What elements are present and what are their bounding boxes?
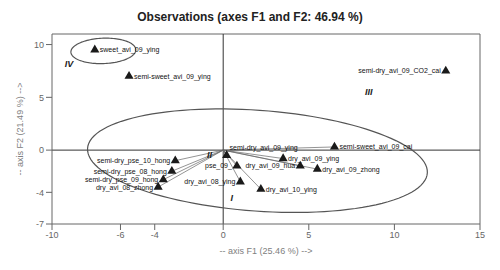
svg-text:semi-sweet_avi_09_ying: semi-sweet_avi_09_ying bbox=[134, 73, 211, 81]
html-text:Observations (axes F1 and F2:: Observations (axes F1 and F2: 46.94 %) bbox=[137, 10, 363, 24]
svg-text:semi-dry_pse_08_hong: semi-dry_pse_08_hong bbox=[94, 168, 167, 176]
svg-text:dry_avi_10_ying: dry_avi_10_ying bbox=[266, 186, 317, 194]
svg-text:pse_09_: pse_09_ bbox=[205, 162, 232, 170]
svg-text:5: 5 bbox=[39, 93, 44, 103]
svg-text:0: 0 bbox=[221, 230, 226, 240]
svg-text:sweet_avi_09_ying: sweet_avi_09_ying bbox=[100, 46, 160, 54]
svg-text:-- axis F2 (21.49 %) -->: -- axis F2 (21.49 %) --> bbox=[15, 83, 25, 176]
svg-text:-4: -4 bbox=[151, 230, 159, 240]
svg-text:IV: IV bbox=[65, 59, 75, 69]
svg-text:-10: -10 bbox=[45, 230, 58, 240]
svg-text:semi-sweet_avi_09_cai: semi-sweet_avi_09_cai bbox=[339, 143, 412, 151]
svg-text:III: III bbox=[365, 87, 373, 97]
svg-text:-7: -7 bbox=[36, 219, 44, 229]
svg-text:5: 5 bbox=[306, 230, 311, 240]
svg-text:semi-dry_avi_09_CO2_cai: semi-dry_avi_09_CO2_cai bbox=[358, 67, 441, 75]
svg-text:15: 15 bbox=[475, 230, 485, 240]
svg-text:semi-dry_pse_10_hong: semi-dry_pse_10_hong bbox=[97, 157, 170, 165]
svg-text:-4: -4 bbox=[36, 188, 44, 198]
svg-text:dry_avi_08_zhong: dry_avi_08_zhong bbox=[96, 184, 153, 192]
svg-text:-6: -6 bbox=[116, 230, 124, 240]
svg-text:-- axis F1 (25.46 %) -->: -- axis F1 (25.46 %) --> bbox=[220, 246, 313, 256]
svg-text:II: II bbox=[207, 150, 213, 160]
svg-text:semi-dry_pse_09_hong: semi-dry_pse_09_hong bbox=[85, 176, 159, 184]
svg-text:dry_avi_09_hua: dry_avi_09_hua bbox=[245, 162, 295, 170]
svg-text:semi-dry_avi_09_ying: semi-dry_avi_09_ying bbox=[230, 144, 298, 152]
svg-text:10: 10 bbox=[389, 230, 399, 240]
svg-text:dry_avi_09_zhong: dry_avi_09_zhong bbox=[322, 166, 379, 174]
svg-text:I: I bbox=[231, 193, 234, 203]
svg-text:dry_avi_09_ying: dry_avi_09_ying bbox=[288, 155, 339, 163]
svg-text:dry_avi_08_ying: dry_avi_08_ying bbox=[184, 178, 235, 186]
svg-text:0: 0 bbox=[39, 145, 44, 155]
svg-text:10: 10 bbox=[34, 40, 44, 50]
